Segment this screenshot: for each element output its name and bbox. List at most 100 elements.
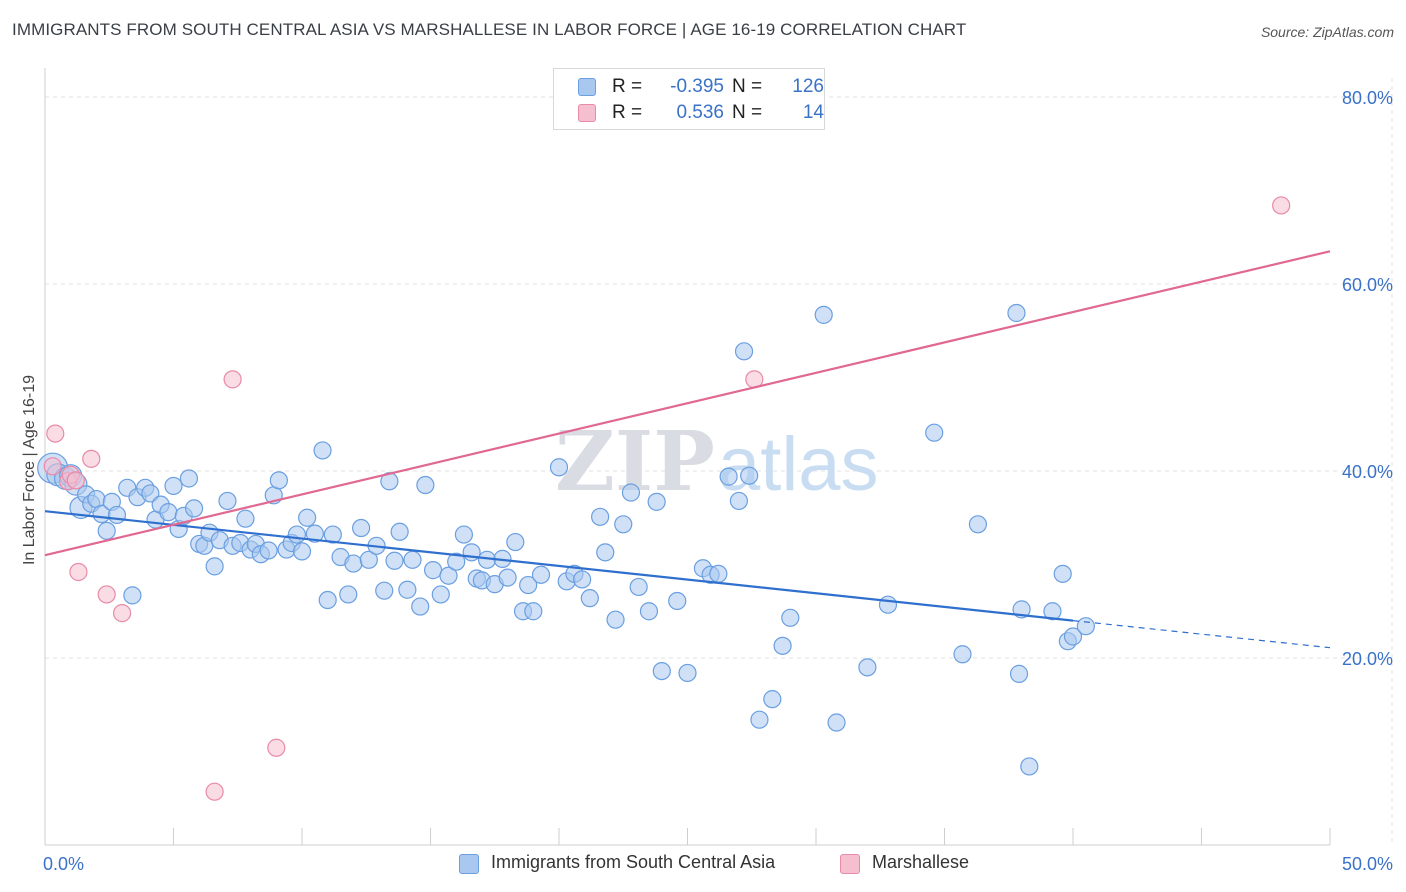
series-marshallese-points [43,196,1291,801]
point-immigrants [763,690,782,709]
point-immigrants [1043,602,1062,621]
point-immigrants [259,541,278,560]
point-immigrants [323,525,342,544]
point-immigrants [953,645,972,664]
chart-title: IMMIGRANTS FROM SOUTH CENTRAL ASIA VS MA… [12,20,967,39]
point-marshallese [267,738,286,757]
grid-lines [45,78,1393,845]
point-marshallese [205,782,224,801]
point-immigrants [606,610,625,629]
point-immigrants [218,491,237,511]
point-immigrants [184,499,204,518]
trend-line-immigrants-extension [1072,620,1331,649]
r-value: 0.536 [676,102,724,123]
n-label: N = [732,102,763,123]
point-immigrants [734,342,754,361]
x-tick-label: 50.0% [1342,854,1393,874]
point-immigrants [423,561,443,580]
point-immigrants [1053,564,1072,583]
point-immigrants [344,554,363,573]
point-immigrants [506,532,525,552]
series-legend: Immigrants from South Central Asia Marsh… [0,852,1406,876]
legend-swatch-blue [459,854,479,874]
point-immigrants [549,458,569,477]
point-immigrants [709,564,728,583]
point-immigrants [313,441,332,460]
point-marshallese [43,457,62,476]
point-marshallese [1272,196,1291,215]
point-immigrants [524,602,543,621]
point-immigrants [447,552,466,571]
point-immigrants [318,590,337,610]
legend-swatch-pink [578,104,596,122]
correlation-legend: R = -0.395 N = 126 R = 0.536 N = 14 [553,68,825,130]
point-immigrants [398,580,417,599]
legend-label: Marshallese [872,852,970,872]
r-value: -0.395 [670,76,724,97]
point-immigrants [668,591,687,611]
point-immigrants [159,503,178,522]
watermark-atlas: atlas [718,422,879,507]
point-immigrants [740,466,759,485]
point-immigrants [719,467,738,486]
n-value: 126 [792,76,824,97]
x-tick-label: 0.0% [43,854,84,874]
point-immigrants [416,475,435,495]
point-immigrants [305,524,324,543]
point-immigrants [519,575,538,595]
trend-lines [44,250,1331,649]
point-immigrants [431,585,450,604]
legend-label: Immigrants from South Central Asia [491,852,776,872]
point-immigrants [1076,617,1095,636]
point-immigrants [403,550,422,569]
point-immigrants [454,525,474,544]
point-immigrants [179,469,199,488]
point-immigrants [614,515,633,534]
point-immigrants [359,550,378,569]
point-immigrants [968,515,988,534]
point-immigrants [385,551,404,570]
point-immigrants [773,636,792,655]
point-immigrants [269,471,288,490]
point-immigrants [1009,664,1029,683]
point-immigrants [750,710,769,729]
point-immigrants [107,505,127,525]
point-marshallese [223,370,242,389]
point-immigrants [411,597,430,616]
point-marshallese [112,604,132,623]
point-immigrants [814,305,833,324]
y-tick-label: 20.0% [1342,649,1393,669]
point-immigrants [878,595,898,614]
series-immigrants-points [37,303,1095,776]
point-immigrants [531,565,551,584]
point-immigrants [652,661,671,681]
point-immigrants [621,483,641,502]
point-immigrants [781,608,800,627]
point-immigrants [580,589,599,608]
y-tick-label: 80.0% [1342,88,1393,108]
point-immigrants [287,525,306,544]
point-immigrants [123,586,142,605]
point-immigrants [390,522,409,541]
point-immigrants [1020,757,1039,776]
trend-line-marshallese [44,250,1331,557]
n-value: 14 [802,102,824,123]
point-immigrants [639,602,659,621]
point-immigrants [141,484,160,503]
point-immigrants [498,568,517,587]
point-immigrants [439,566,458,585]
point-immigrants [1007,303,1026,323]
point-immigrants [352,518,371,538]
point-immigrants [858,658,877,677]
point-immigrants [205,557,224,576]
tick-labels: 20.0% 40.0% 60.0% 80.0% 0.0% 50.0% [43,88,1393,874]
point-immigrants [729,491,749,511]
point-immigrants [925,423,944,442]
legend-swatch-blue [578,78,596,96]
point-immigrants [629,577,648,597]
point-marshallese [66,471,85,490]
point-immigrants [573,570,592,589]
point-immigrants [1063,627,1083,646]
y-tick-label: 60.0% [1342,275,1393,295]
